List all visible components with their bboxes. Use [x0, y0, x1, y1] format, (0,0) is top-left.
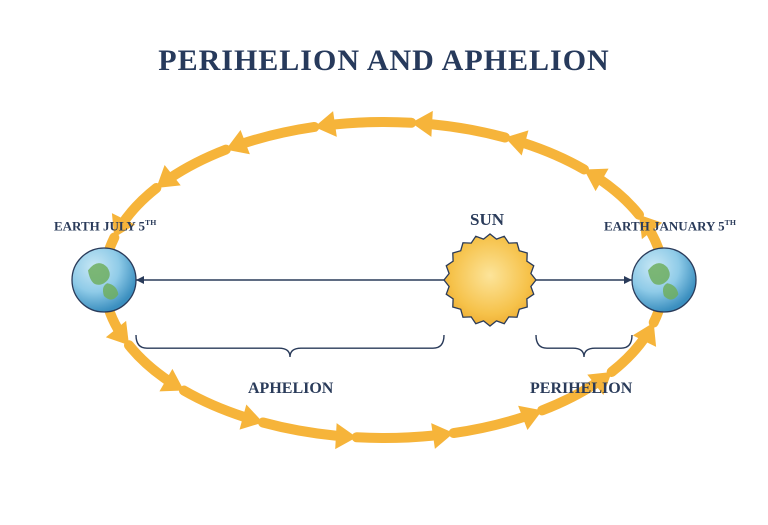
earth-left-label: EARTH JULY 5TH: [54, 218, 156, 234]
sun-label: SUN: [470, 210, 504, 230]
earth-right-label-sup: TH: [725, 218, 736, 227]
brace-perihelion: [536, 335, 632, 357]
earth-right-label: EARTH JANUARY 5TH: [604, 218, 736, 234]
earth-left-label-text: EARTH JULY 5: [54, 218, 145, 233]
earth-aphelion: [72, 248, 136, 312]
diagram-title: PERIHELION AND APHELION: [0, 44, 768, 78]
orbit-axis: [136, 276, 632, 284]
sun: [444, 234, 536, 326]
perihelion-label: PERIHELION: [530, 380, 632, 398]
diagram-canvas: [0, 0, 768, 525]
earth-left-label-sup: TH: [145, 218, 156, 227]
aphelion-label: APHELION: [248, 380, 333, 398]
earth-right-label-text: EARTH JANUARY 5: [604, 218, 725, 233]
brace-aphelion: [136, 335, 444, 357]
earth-perihelion: [632, 248, 696, 312]
